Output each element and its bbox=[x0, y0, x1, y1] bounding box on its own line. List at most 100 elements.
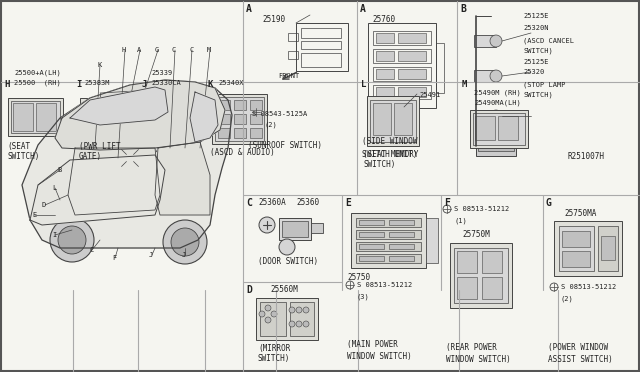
Bar bbox=[389, 256, 414, 261]
Bar bbox=[436, 43, 444, 93]
Bar bbox=[146, 98, 182, 120]
Text: (REAR POWER: (REAR POWER bbox=[446, 343, 497, 352]
Text: 25491: 25491 bbox=[419, 92, 440, 98]
Bar bbox=[476, 126, 516, 156]
Text: C: C bbox=[89, 247, 93, 253]
Text: ASSIST SWITCH): ASSIST SWITCH) bbox=[548, 355, 612, 364]
Text: I: I bbox=[76, 80, 81, 89]
Text: J: J bbox=[182, 252, 186, 258]
Bar bbox=[373, 31, 431, 45]
Text: G: G bbox=[546, 198, 552, 208]
Bar bbox=[311, 223, 323, 233]
Bar bbox=[482, 251, 502, 273]
Text: (3): (3) bbox=[357, 293, 370, 299]
Text: 25750: 25750 bbox=[347, 273, 370, 282]
Circle shape bbox=[265, 317, 271, 323]
Bar bbox=[215, 97, 264, 141]
Bar bbox=[8, 98, 63, 136]
Text: I: I bbox=[52, 232, 56, 238]
Bar bbox=[11, 101, 60, 133]
Text: (SEAT MEMORY: (SEAT MEMORY bbox=[363, 150, 419, 159]
Bar bbox=[457, 251, 477, 273]
Bar bbox=[288, 51, 298, 59]
Text: 25320: 25320 bbox=[523, 69, 544, 75]
Text: 25560M: 25560M bbox=[270, 285, 298, 294]
Text: 25490MA(LH): 25490MA(LH) bbox=[474, 100, 521, 106]
Bar bbox=[389, 232, 414, 237]
Polygon shape bbox=[55, 80, 225, 150]
Bar bbox=[250, 114, 262, 124]
Text: E: E bbox=[32, 212, 36, 218]
Bar bbox=[598, 226, 618, 271]
Circle shape bbox=[171, 228, 199, 256]
Bar bbox=[359, 244, 384, 249]
Bar bbox=[13, 103, 33, 131]
Text: K: K bbox=[97, 62, 101, 68]
Bar bbox=[296, 23, 348, 71]
Bar bbox=[478, 131, 514, 151]
Bar bbox=[554, 221, 622, 276]
Bar bbox=[474, 110, 496, 122]
Bar bbox=[475, 116, 495, 140]
Text: M: M bbox=[462, 80, 467, 89]
Text: (ASCD & AUDIO): (ASCD & AUDIO) bbox=[210, 148, 275, 157]
Text: A: A bbox=[137, 47, 141, 53]
Text: 25125E: 25125E bbox=[523, 13, 548, 19]
Text: (2): (2) bbox=[561, 295, 573, 301]
Bar bbox=[373, 103, 391, 135]
Bar bbox=[84, 122, 128, 132]
Circle shape bbox=[159, 134, 175, 150]
Bar bbox=[457, 277, 477, 299]
Polygon shape bbox=[70, 87, 168, 125]
Bar bbox=[470, 110, 528, 148]
Bar bbox=[370, 100, 416, 142]
Bar bbox=[373, 49, 431, 63]
Bar bbox=[389, 220, 414, 225]
Text: 25320N: 25320N bbox=[523, 25, 548, 31]
Text: 25750M: 25750M bbox=[462, 230, 490, 239]
Polygon shape bbox=[155, 142, 210, 215]
Text: 25330CA: 25330CA bbox=[151, 80, 180, 86]
Polygon shape bbox=[30, 155, 165, 225]
Bar bbox=[260, 302, 286, 336]
Text: (STOP LAMP: (STOP LAMP bbox=[523, 81, 566, 87]
Circle shape bbox=[303, 307, 309, 313]
Text: C: C bbox=[189, 47, 193, 53]
Text: D: D bbox=[246, 285, 252, 295]
Bar bbox=[473, 113, 525, 145]
Text: 25190: 25190 bbox=[262, 15, 285, 24]
Text: 25339: 25339 bbox=[151, 70, 172, 76]
Text: SWITCH): SWITCH) bbox=[363, 160, 396, 169]
Text: WINDOW SWITCH): WINDOW SWITCH) bbox=[347, 352, 412, 361]
Text: SWITCH): SWITCH) bbox=[258, 354, 291, 363]
Text: 25500  (RH): 25500 (RH) bbox=[14, 80, 61, 87]
Text: F: F bbox=[444, 198, 450, 208]
Circle shape bbox=[289, 321, 295, 327]
Bar bbox=[450, 243, 512, 308]
Circle shape bbox=[296, 307, 302, 313]
Bar bbox=[351, 213, 426, 268]
Text: (SEAT: (SEAT bbox=[7, 142, 30, 151]
Bar bbox=[234, 114, 246, 124]
Circle shape bbox=[265, 305, 271, 311]
Text: (MIRROR: (MIRROR bbox=[258, 344, 291, 353]
Text: (SUNROOF SWITCH): (SUNROOF SWITCH) bbox=[248, 141, 322, 150]
Text: A: A bbox=[246, 4, 252, 14]
Text: G: G bbox=[155, 47, 159, 53]
Text: C: C bbox=[246, 198, 252, 208]
Text: H: H bbox=[4, 80, 10, 89]
Text: F: F bbox=[112, 255, 116, 261]
Text: 25760: 25760 bbox=[372, 15, 395, 24]
Bar bbox=[398, 51, 426, 61]
Bar bbox=[356, 242, 421, 251]
Text: H: H bbox=[122, 47, 126, 53]
Bar bbox=[256, 298, 318, 340]
Text: GATE): GATE) bbox=[79, 152, 102, 161]
Text: 25125E: 25125E bbox=[523, 59, 548, 65]
Bar bbox=[398, 87, 426, 97]
Circle shape bbox=[490, 110, 502, 122]
Text: 25360: 25360 bbox=[296, 198, 319, 207]
Bar bbox=[356, 254, 421, 263]
Text: SWITCH): SWITCH) bbox=[523, 47, 553, 54]
Text: L: L bbox=[361, 80, 366, 89]
